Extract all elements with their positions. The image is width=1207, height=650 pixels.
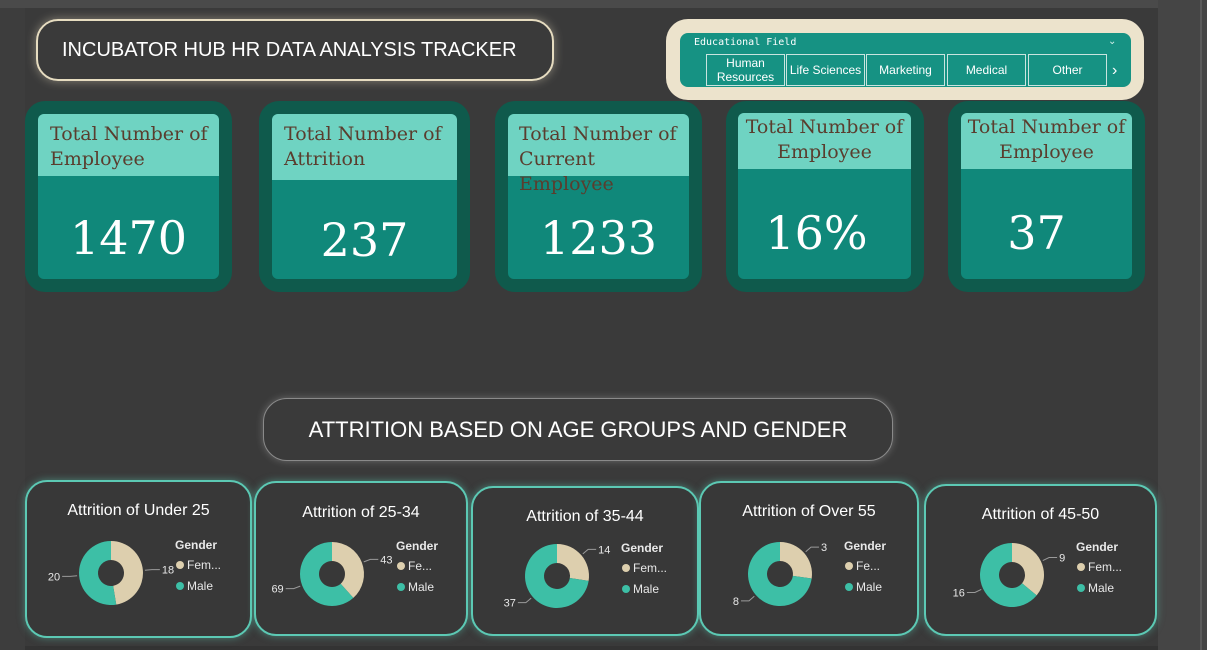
kpi-value: 1470 bbox=[69, 211, 188, 265]
kpi-card-current-employee: Total Number of Current Employee 1233 bbox=[495, 101, 702, 292]
scrollbar-track[interactable] bbox=[1200, 0, 1202, 650]
legend-swatch bbox=[1077, 584, 1085, 592]
data-label: 8 bbox=[733, 596, 739, 608]
donut-slice-female[interactable] bbox=[780, 542, 812, 579]
donut-slice-male[interactable] bbox=[79, 541, 117, 605]
donut-slice-female[interactable] bbox=[1012, 543, 1044, 596]
legend-label[interactable]: Male bbox=[856, 580, 882, 594]
right-side-panel bbox=[1158, 0, 1207, 650]
legend-title: Gender bbox=[396, 539, 438, 553]
legend-label[interactable]: Fem... bbox=[1088, 560, 1122, 574]
legend-title: Gender bbox=[1076, 540, 1118, 554]
leader-line bbox=[285, 585, 301, 590]
slicer-option-marketing[interactable]: Marketing bbox=[866, 54, 945, 86]
data-label: 37 bbox=[504, 598, 516, 610]
slicer-option-medical[interactable]: Medical bbox=[947, 54, 1026, 86]
data-label: 16 bbox=[953, 587, 965, 599]
leader-line bbox=[805, 546, 819, 553]
chevron-right-icon[interactable]: › bbox=[1112, 62, 1118, 79]
leader-line bbox=[363, 558, 379, 563]
legend-swatch bbox=[176, 561, 184, 569]
legend-swatch bbox=[622, 564, 630, 572]
kpi-title: Total Number of Employee bbox=[38, 114, 219, 176]
donut-card-45-50[interactable]: Attrition of 45-50 9 16 Gender Fem... Male bbox=[924, 484, 1157, 636]
donut-card-under-25[interactable]: Attrition of Under 25 18 20 Gender Fem... Ma… bbox=[25, 480, 252, 638]
donut-chart-35-44[interactable]: 14 37 Gender Fem... Male bbox=[473, 488, 701, 638]
canvas-bottom-edge bbox=[25, 646, 1158, 650]
donut-slice-male[interactable] bbox=[525, 544, 589, 608]
legend-label[interactable]: Male bbox=[633, 582, 659, 596]
data-label: 18 bbox=[162, 565, 174, 577]
slicer-option-life-sciences[interactable]: Life Sciences bbox=[786, 54, 865, 86]
leader-line bbox=[582, 548, 597, 555]
legend-label[interactable]: Male bbox=[187, 579, 213, 593]
page-title: INCUBATOR HUB HR DATA ANALYSIS TRACKER bbox=[36, 19, 554, 81]
leader-line bbox=[966, 589, 982, 593]
legend-label[interactable]: Male bbox=[1088, 581, 1114, 595]
kpi-value: 37 bbox=[1007, 206, 1066, 260]
legend-swatch bbox=[397, 583, 405, 591]
kpi-title: Total Number of Employee bbox=[738, 113, 911, 169]
donut-title: Attrition of 25-34 bbox=[302, 504, 420, 521]
legend-label[interactable]: Fem... bbox=[187, 558, 221, 572]
donut-slice-male[interactable] bbox=[300, 542, 354, 606]
donut-title: Attrition of 35-44 bbox=[526, 508, 644, 525]
legend-label[interactable]: Male bbox=[408, 580, 434, 594]
legend-swatch bbox=[397, 562, 405, 570]
leader-line bbox=[741, 595, 755, 602]
donut-slice-female[interactable] bbox=[332, 542, 364, 598]
leader-line bbox=[62, 575, 78, 577]
donut-slice-female[interactable] bbox=[111, 541, 143, 605]
data-label: 69 bbox=[271, 584, 283, 596]
leader-line bbox=[1042, 557, 1058, 561]
kpi-value: 237 bbox=[320, 213, 409, 267]
section-title: ATTRITION BASED ON AGE GROUPS AND GENDER bbox=[263, 398, 893, 461]
data-label: 9 bbox=[1059, 553, 1065, 565]
kpi-title: Total Number of Current Employee bbox=[508, 114, 689, 195]
kpi-card-average-age: Total Number of Employee 37 bbox=[948, 101, 1145, 292]
legend-swatch bbox=[845, 562, 853, 570]
donut-card-25-34[interactable]: Attrition of 25-34 43 69 Gender Fe... Male bbox=[254, 481, 468, 636]
data-label: 14 bbox=[598, 544, 610, 556]
legend-swatch bbox=[622, 585, 630, 593]
kpi-card-total-attrition: Total Number of Attrition 237 bbox=[259, 101, 470, 292]
donut-slice-male[interactable] bbox=[748, 542, 812, 606]
legend-label[interactable]: Fe... bbox=[408, 559, 432, 573]
kpi-card-attrition-rate: Total Number of Employee 16% bbox=[726, 101, 924, 292]
legend-label[interactable]: Fe... bbox=[856, 559, 880, 573]
chevron-down-icon[interactable]: ⌄ bbox=[1108, 36, 1117, 47]
donut-chart-45-50[interactable]: 9 16 Gender Fem... Male bbox=[926, 486, 1159, 638]
slicer-option-human-resources[interactable]: Human Resources bbox=[706, 54, 785, 86]
donut-card-over-55[interactable]: Attrition of Over 55 3 8 Gender Fe... Male bbox=[699, 481, 919, 636]
legend-title: Gender bbox=[175, 538, 217, 552]
donut-chart-25-34[interactable]: 43 69 Gender Fe... Male bbox=[256, 483, 470, 638]
leader-line bbox=[517, 597, 532, 604]
legend-swatch bbox=[845, 583, 853, 591]
leader-line bbox=[144, 569, 160, 571]
kpi-value: 1233 bbox=[539, 211, 658, 265]
kpi-title: Total Number of Employee bbox=[961, 113, 1132, 169]
legend-swatch bbox=[176, 582, 184, 590]
donut-title: Attrition of 45-50 bbox=[981, 506, 1100, 523]
legend-title: Gender bbox=[844, 539, 886, 553]
donut-slice-male[interactable] bbox=[980, 543, 1037, 607]
donut-title: Attrition of Under 25 bbox=[67, 502, 210, 519]
legend-title: Gender bbox=[621, 541, 663, 555]
donut-chart-under-25[interactable]: 18 20 Gender Fem... Male bbox=[27, 482, 254, 640]
data-label: 20 bbox=[48, 571, 60, 583]
donut-title: Attrition of Over 55 bbox=[742, 503, 876, 520]
data-label: 43 bbox=[380, 554, 392, 566]
window-top-border bbox=[0, 0, 1207, 8]
slicer-option-other[interactable]: Other bbox=[1028, 54, 1107, 86]
donut-slice-female[interactable] bbox=[557, 544, 589, 581]
slicer-label: Educational Field bbox=[694, 37, 797, 48]
donut-chart-over-55[interactable]: 3 8 Gender Fe... Male bbox=[701, 483, 921, 638]
legend-swatch bbox=[1077, 563, 1085, 571]
kpi-card-total-employee: Total Number of Employee 1470 bbox=[25, 101, 232, 292]
data-label: 3 bbox=[821, 542, 827, 554]
kpi-value: 16% bbox=[765, 206, 868, 260]
kpi-title: Total Number of Attrition bbox=[272, 114, 457, 180]
legend-label[interactable]: Fem... bbox=[633, 561, 667, 575]
donut-card-35-44[interactable]: Attrition of 35-44 14 37 Gender Fem... Male bbox=[471, 486, 699, 636]
